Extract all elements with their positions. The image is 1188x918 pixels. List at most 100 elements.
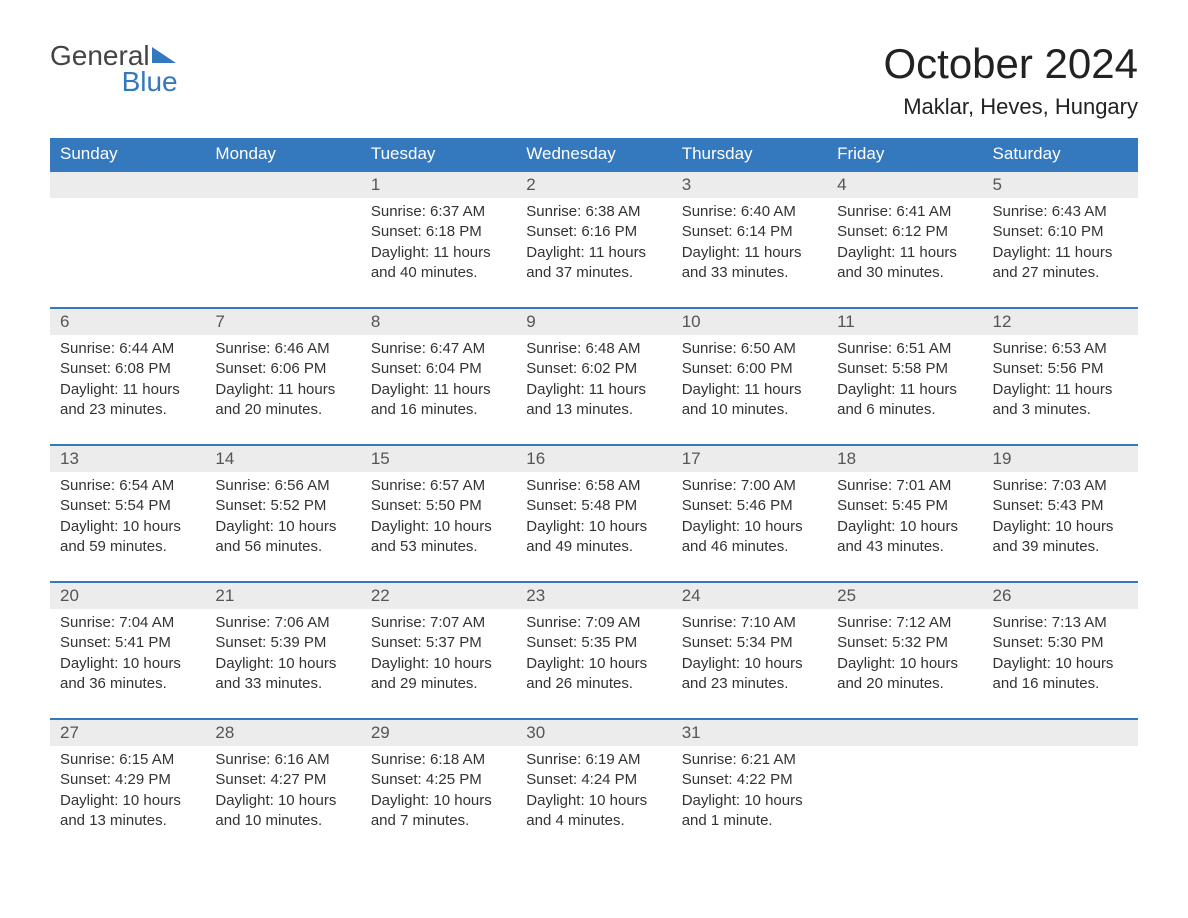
day-cell: Sunrise: 6:57 AMSunset: 5:50 PMDaylight:… xyxy=(361,472,516,582)
daylight-line: Daylight: 11 hours and 27 minutes. xyxy=(993,243,1128,284)
sunrise-label: Sunrise: xyxy=(60,751,115,768)
sunset-value: 5:46 PM xyxy=(737,497,793,514)
day-cell: Sunrise: 6:54 AMSunset: 5:54 PMDaylight:… xyxy=(50,472,205,582)
daylight-line: Daylight: 11 hours and 23 minutes. xyxy=(60,380,195,421)
day-number: 6 xyxy=(50,309,205,335)
daylight-label: Daylight: xyxy=(371,792,429,809)
sunset-value: 5:56 PM xyxy=(1048,360,1104,377)
daylight-line: Daylight: 10 hours and 29 minutes. xyxy=(371,654,506,695)
sunset-value: 5:45 PM xyxy=(892,497,948,514)
sunset-line: Sunset: 6:16 PM xyxy=(526,222,661,242)
day-cell: Sunrise: 6:16 AMSunset: 4:27 PMDaylight:… xyxy=(205,746,360,856)
day-content: Sunrise: 7:07 AMSunset: 5:37 PMDaylight:… xyxy=(361,609,516,708)
day-cell: Sunrise: 6:46 AMSunset: 6:06 PMDaylight:… xyxy=(205,335,360,445)
sunset-label: Sunset: xyxy=(60,360,111,377)
sunset-value: 5:43 PM xyxy=(1048,497,1104,514)
sunset-line: Sunset: 5:32 PM xyxy=(837,633,972,653)
sunset-label: Sunset: xyxy=(682,634,733,651)
sunset-line: Sunset: 5:30 PM xyxy=(993,633,1128,653)
sunset-label: Sunset: xyxy=(60,497,111,514)
sunset-value: 6:04 PM xyxy=(426,360,482,377)
daylight-line: Daylight: 10 hours and 39 minutes. xyxy=(993,517,1128,558)
day-number: 20 xyxy=(50,583,205,609)
day-number: 18 xyxy=(827,446,982,472)
daylight-line: Daylight: 10 hours and 53 minutes. xyxy=(371,517,506,558)
day-cell: Sunrise: 6:18 AMSunset: 4:25 PMDaylight:… xyxy=(361,746,516,856)
sunrise-label: Sunrise: xyxy=(837,477,892,494)
sunset-value: 4:29 PM xyxy=(115,771,171,788)
sunset-line: Sunset: 5:43 PM xyxy=(993,496,1128,516)
sunset-line: Sunset: 5:34 PM xyxy=(682,633,817,653)
day-content: Sunrise: 6:37 AMSunset: 6:18 PMDaylight:… xyxy=(361,198,516,297)
day-number-cell: 11 xyxy=(827,308,982,335)
sunset-line: Sunset: 6:18 PM xyxy=(371,222,506,242)
day-number xyxy=(50,172,205,196)
day-content: Sunrise: 6:18 AMSunset: 4:25 PMDaylight:… xyxy=(361,746,516,845)
day-number-cell: 27 xyxy=(50,719,205,746)
day-cell: Sunrise: 6:43 AMSunset: 6:10 PMDaylight:… xyxy=(983,198,1138,308)
sunrise-label: Sunrise: xyxy=(215,751,270,768)
day-number xyxy=(205,172,360,196)
sunset-value: 5:54 PM xyxy=(115,497,171,514)
day-number: 8 xyxy=(361,309,516,335)
sunset-line: Sunset: 5:54 PM xyxy=(60,496,195,516)
daylight-label: Daylight: xyxy=(60,655,118,672)
sunset-label: Sunset: xyxy=(993,634,1044,651)
sunset-line: Sunset: 5:46 PM xyxy=(682,496,817,516)
sunset-line: Sunset: 4:25 PM xyxy=(371,770,506,790)
daylight-label: Daylight: xyxy=(60,518,118,535)
day-cell: Sunrise: 6:19 AMSunset: 4:24 PMDaylight:… xyxy=(516,746,671,856)
sunrise-label: Sunrise: xyxy=(371,751,426,768)
day-cell xyxy=(205,198,360,308)
sunrise-value: 6:56 AM xyxy=(275,477,330,494)
logo: General Blue xyxy=(50,40,178,98)
sunrise-line: Sunrise: 6:43 AM xyxy=(993,202,1128,222)
sunrise-line: Sunrise: 7:01 AM xyxy=(837,476,972,496)
sunset-line: Sunset: 6:00 PM xyxy=(682,359,817,379)
daylight-line: Daylight: 10 hours and 49 minutes. xyxy=(526,517,661,558)
day-number: 29 xyxy=(361,720,516,746)
sunrise-value: 6:37 AM xyxy=(430,203,485,220)
sunrise-label: Sunrise: xyxy=(837,203,892,220)
sunset-label: Sunset: xyxy=(371,634,422,651)
sunrise-line: Sunrise: 7:00 AM xyxy=(682,476,817,496)
day-number: 5 xyxy=(983,172,1138,198)
day-number-cell: 30 xyxy=(516,719,671,746)
day-header: Monday xyxy=(205,138,360,171)
daylight-label: Daylight: xyxy=(526,518,584,535)
sunrise-value: 6:50 AM xyxy=(741,340,796,357)
sunrise-line: Sunrise: 6:56 AM xyxy=(215,476,350,496)
sunrise-label: Sunrise: xyxy=(837,340,892,357)
sunset-line: Sunset: 5:41 PM xyxy=(60,633,195,653)
day-number: 10 xyxy=(672,309,827,335)
sunset-value: 4:27 PM xyxy=(270,771,326,788)
week-content-row: Sunrise: 6:44 AMSunset: 6:08 PMDaylight:… xyxy=(50,335,1138,445)
sunrise-label: Sunrise: xyxy=(682,203,737,220)
sunset-value: 4:24 PM xyxy=(581,771,637,788)
day-number-cell: 3 xyxy=(672,171,827,198)
week-daynum-row: 20212223242526 xyxy=(50,582,1138,609)
sunset-label: Sunset: xyxy=(215,497,266,514)
daylight-line: Daylight: 10 hours and 59 minutes. xyxy=(60,517,195,558)
daylight-label: Daylight: xyxy=(993,655,1051,672)
sunset-label: Sunset: xyxy=(371,223,422,240)
calendar-table: Sunday Monday Tuesday Wednesday Thursday… xyxy=(50,138,1138,856)
sunset-line: Sunset: 6:14 PM xyxy=(682,222,817,242)
day-number: 26 xyxy=(983,583,1138,609)
day-cell: Sunrise: 7:01 AMSunset: 5:45 PMDaylight:… xyxy=(827,472,982,582)
sunset-label: Sunset: xyxy=(837,634,888,651)
sunrise-value: 6:19 AM xyxy=(585,751,640,768)
sunrise-line: Sunrise: 6:53 AM xyxy=(993,339,1128,359)
sunrise-value: 6:58 AM xyxy=(585,477,640,494)
week-daynum-row: 13141516171819 xyxy=(50,445,1138,472)
day-number: 31 xyxy=(672,720,827,746)
day-number-cell: 17 xyxy=(672,445,827,472)
sunset-value: 6:10 PM xyxy=(1048,223,1104,240)
sunrise-value: 7:13 AM xyxy=(1052,614,1107,631)
day-number: 16 xyxy=(516,446,671,472)
daylight-line: Daylight: 10 hours and 7 minutes. xyxy=(371,791,506,832)
day-content: Sunrise: 6:56 AMSunset: 5:52 PMDaylight:… xyxy=(205,472,360,571)
daylight-label: Daylight: xyxy=(60,381,118,398)
day-number: 22 xyxy=(361,583,516,609)
day-number-cell: 2 xyxy=(516,171,671,198)
